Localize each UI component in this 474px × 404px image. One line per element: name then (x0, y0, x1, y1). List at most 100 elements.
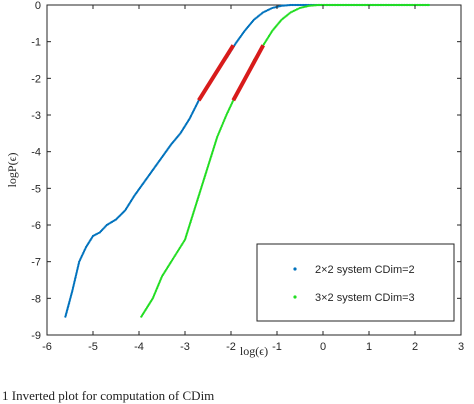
y-tick-label: -4 (31, 147, 41, 159)
data-point (427, 3, 430, 7)
data-point (344, 3, 347, 7)
data-point (291, 3, 294, 7)
data-point (353, 3, 356, 7)
data-point (403, 3, 406, 7)
data-point (421, 3, 424, 7)
data-point (387, 3, 390, 7)
data-point (317, 3, 320, 7)
y-axis-ticks: 0 -1 -2 -3 -4 -5 -6 -7 -8 -9 (31, 0, 461, 342)
data-point (363, 3, 366, 7)
y-tick-label: -1 (31, 37, 41, 49)
legend-box (256, 243, 455, 322)
x-tick-label: -4 (134, 341, 144, 353)
data-point (294, 3, 297, 7)
data-point (426, 3, 429, 7)
figure-caption: 1 Inverted plot for computation of CDim (2, 388, 215, 403)
data-point (398, 3, 401, 7)
data-point (369, 3, 372, 7)
data-point (292, 3, 296, 7)
series-2-points (140, 3, 430, 318)
y-tick-label: -5 (31, 183, 41, 195)
data-point (418, 3, 421, 7)
data-point (334, 3, 337, 7)
data-point (296, 3, 299, 7)
y-tick-label: -2 (31, 73, 41, 85)
data-point (379, 3, 382, 7)
data-point (388, 3, 392, 7)
x-tick-label: 3 (458, 341, 464, 353)
legend-marker-series-1 (293, 267, 297, 271)
data-point (342, 3, 345, 7)
y-tick-label: -3 (31, 110, 41, 122)
y-tick-label: -7 (31, 257, 41, 269)
y-tick-label: 0 (35, 0, 41, 12)
data-point (409, 3, 413, 7)
x-tick-label: -1 (272, 341, 282, 353)
data-point (416, 3, 419, 7)
y-axis-label: logP(ϵ) (5, 153, 19, 188)
data-point (405, 3, 408, 7)
data-point (337, 3, 341, 7)
data-point (302, 3, 305, 7)
data-point (331, 3, 334, 7)
data-point (359, 3, 363, 7)
data-point (382, 3, 385, 7)
legend-label-series-2: 3×2 system CDim=3 (315, 292, 415, 304)
y-tick-label: -8 (31, 293, 41, 305)
data-point (401, 3, 405, 7)
data-point (424, 3, 427, 7)
data-point (408, 3, 411, 7)
data-point (392, 3, 395, 7)
data-point (341, 3, 344, 7)
data-point (366, 3, 369, 7)
fit-lines (197, 44, 265, 102)
fit-line-series-1 (197, 44, 235, 102)
data-point (374, 3, 377, 7)
data-point (297, 3, 300, 7)
data-point (323, 3, 326, 7)
plot-area-border (46, 4, 462, 336)
data-point (371, 3, 374, 7)
data-point (339, 3, 342, 7)
data-point (419, 3, 422, 7)
y-tick-label: -9 (31, 330, 41, 342)
data-point (400, 3, 403, 7)
data-point (325, 3, 328, 7)
data-point (328, 3, 331, 7)
data-point (372, 3, 375, 7)
data-point (333, 3, 336, 7)
data-point (375, 3, 379, 7)
data-point (385, 3, 388, 7)
data-point (395, 3, 398, 7)
axes-frame (46, 4, 462, 336)
data-point (361, 3, 364, 7)
data-point (350, 3, 353, 7)
x-tick-label: 2 (412, 341, 418, 353)
data-point (320, 3, 323, 7)
legend-marker-series-2 (293, 295, 297, 299)
x-tick-label: -2 (226, 341, 236, 353)
x-tick-label: -5 (88, 341, 98, 353)
data-point (329, 3, 333, 7)
x-tick-label: -3 (180, 341, 190, 353)
x-axis-ticks: -6 -5 -4 -3 -2 -1 0 1 2 3 (42, 5, 464, 353)
data-point (358, 3, 361, 7)
data-point (377, 3, 380, 7)
data-point (352, 3, 355, 7)
x-tick-label: 1 (366, 341, 372, 353)
data-point (355, 3, 358, 7)
data-point (396, 3, 400, 7)
data-point (345, 3, 348, 7)
legend: 2×2 system CDim=2 3×2 system CDim=3 (256, 243, 455, 322)
data-point (422, 3, 426, 7)
data-point (326, 3, 329, 7)
legend-label-series-1: 2×2 system CDim=2 (315, 264, 415, 276)
data-point (318, 3, 322, 7)
data-point (380, 3, 384, 7)
data-point (364, 3, 367, 7)
data-point (300, 3, 304, 7)
data-point (348, 3, 352, 7)
x-axis-label: log(ϵ) (240, 344, 268, 358)
data-point (347, 3, 350, 7)
